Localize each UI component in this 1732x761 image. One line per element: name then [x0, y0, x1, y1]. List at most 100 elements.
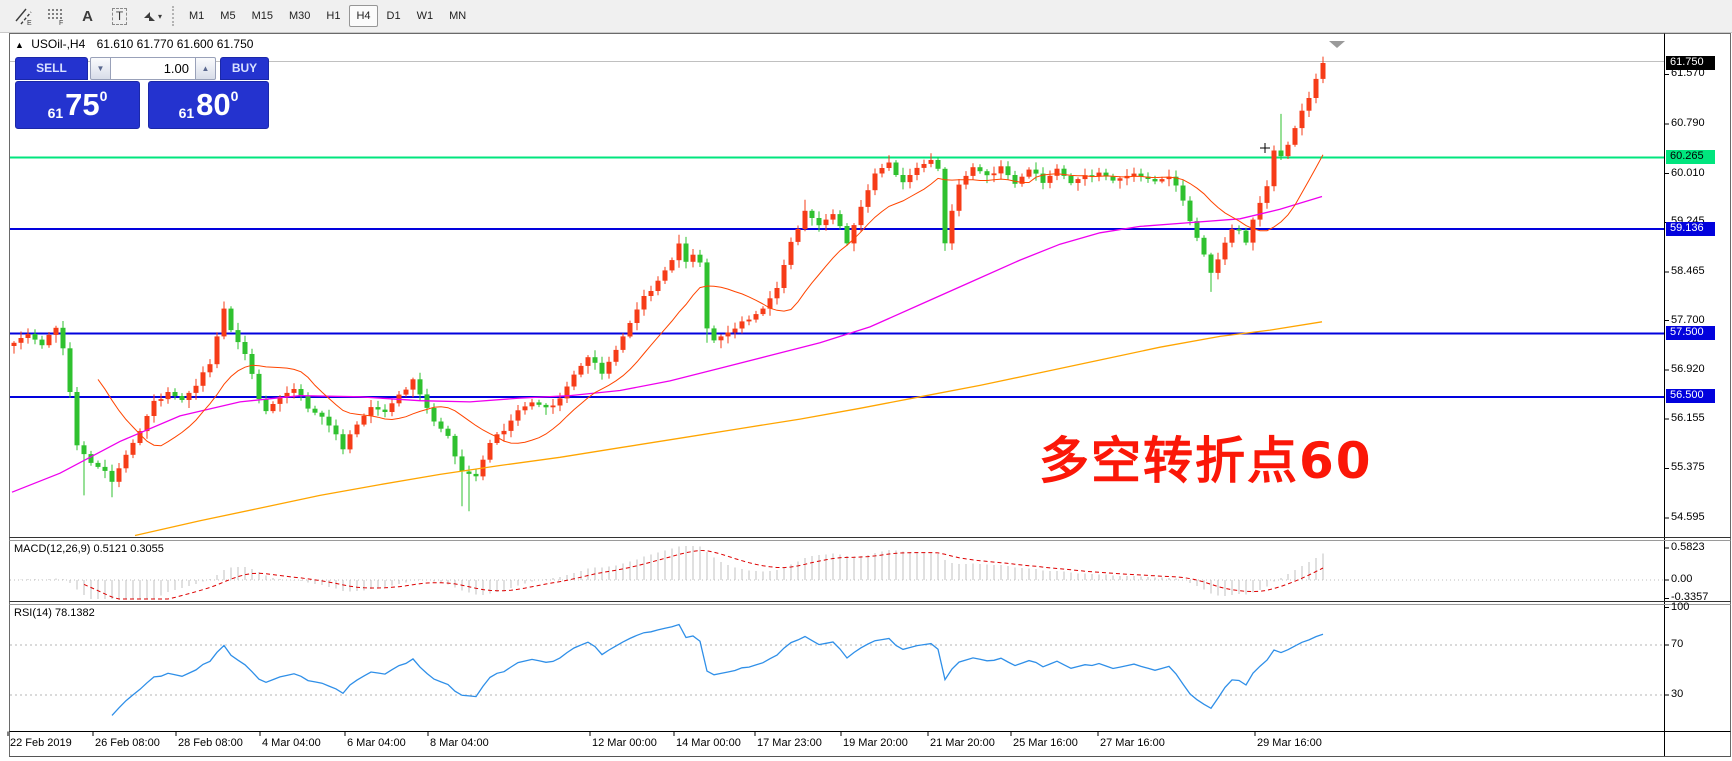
candle [1012, 175, 1018, 184]
candle [1089, 175, 1095, 177]
timeframe-mn[interactable]: MN [449, 10, 467, 22]
timeframe-m1[interactable]: M1 [189, 10, 205, 22]
candle [312, 408, 318, 413]
candle [403, 389, 409, 395]
candle [1278, 150, 1284, 157]
volume-increase-button[interactable]: ▲ [195, 57, 216, 80]
candle [669, 260, 675, 271]
candle [263, 399, 269, 412]
candle [1117, 178, 1123, 181]
candle [284, 392, 290, 397]
candle [928, 160, 934, 164]
candle [823, 219, 829, 226]
macd-header: MACD(12,26,9) 0.5121 0.3055 [14, 543, 164, 555]
candle [606, 361, 612, 374]
candle [942, 168, 948, 244]
timeframe-m5[interactable]: M5 [220, 10, 236, 22]
candle [1033, 169, 1039, 174]
chart-shift-marker-icon[interactable] [1329, 41, 1345, 48]
candle [809, 210, 815, 218]
arrows-icon[interactable]: ▾ [138, 4, 165, 29]
timeframe-d1[interactable]: D1 [386, 10, 401, 22]
candle [620, 336, 626, 350]
candle [459, 456, 465, 472]
candle [599, 362, 605, 374]
buy-price-button[interactable]: 61 80 0 [148, 81, 269, 129]
candle [11, 342, 17, 346]
candle [235, 330, 241, 343]
equidistant-channel-icon[interactable]: E [10, 4, 37, 29]
candle [291, 389, 297, 393]
timeframe-h4[interactable]: H4 [349, 5, 378, 27]
candle [1138, 173, 1144, 177]
candle [949, 210, 955, 244]
sell-price-button[interactable]: 61 75 0 [15, 81, 140, 129]
candle [921, 164, 927, 168]
sell-button[interactable]: SELL [15, 57, 88, 80]
candle [501, 430, 507, 435]
candle [767, 298, 773, 309]
chart-annotation-text: 多空转折点60 [1039, 432, 1373, 490]
sell-price-sup: 0 [99, 88, 108, 104]
candle [361, 415, 367, 425]
candle [116, 468, 122, 482]
candle [410, 379, 416, 390]
arrows-dropdown-caret[interactable]: ▾ [157, 11, 162, 21]
candle [907, 175, 913, 183]
timeframe-w1[interactable]: W1 [416, 10, 434, 22]
candle [109, 470, 115, 482]
candle [970, 167, 976, 176]
volume-input[interactable]: 1.00 [111, 57, 195, 80]
candle [522, 406, 528, 411]
macd-main-value: 0.5121 [93, 543, 128, 555]
candle [1061, 168, 1067, 176]
candle [200, 372, 206, 386]
candle [683, 243, 689, 262]
candle [214, 336, 220, 365]
candle [1096, 172, 1102, 177]
candle [144, 416, 150, 432]
candle [732, 328, 738, 333]
toolbar-drag-handle[interactable] [172, 6, 174, 26]
buy-price-big: 80 [196, 87, 231, 122]
candle [1152, 179, 1158, 182]
candle [298, 389, 304, 397]
timeframe-m15[interactable]: M15 [251, 10, 273, 22]
candle [893, 162, 899, 175]
ohlc-values: 61.610 61.770 61.600 61.750 [96, 37, 254, 51]
candle [1005, 166, 1011, 176]
candle [1054, 168, 1060, 176]
candle [788, 241, 794, 265]
candle [32, 334, 38, 340]
candle [81, 445, 87, 455]
candle [39, 339, 45, 346]
collapse-quotes-icon[interactable]: ▲ [15, 40, 24, 50]
candle [774, 288, 780, 299]
candle [900, 175, 906, 183]
candle [984, 171, 990, 176]
candle [151, 400, 157, 416]
candle [872, 173, 878, 191]
candle [662, 270, 668, 281]
candle [816, 218, 822, 226]
candle [746, 319, 752, 322]
fibonacci-retracement-icon[interactable]: F [42, 4, 69, 29]
candle [354, 424, 360, 435]
candle [886, 162, 892, 168]
candle [221, 308, 227, 337]
text-icon[interactable]: A [82, 7, 93, 25]
candle [711, 328, 717, 341]
candle [74, 392, 80, 446]
candle [879, 168, 885, 174]
volume-decrease-button[interactable]: ▼ [90, 57, 111, 80]
buy-button[interactable]: BUY [220, 57, 269, 80]
candle [1208, 254, 1214, 273]
candle [1068, 175, 1074, 184]
text-label-icon[interactable]: T [106, 4, 133, 29]
timeframe-h1[interactable]: H1 [326, 10, 341, 22]
timeframe-m30[interactable]: M30 [288, 10, 311, 22]
candle [46, 334, 52, 346]
candle [676, 243, 682, 261]
